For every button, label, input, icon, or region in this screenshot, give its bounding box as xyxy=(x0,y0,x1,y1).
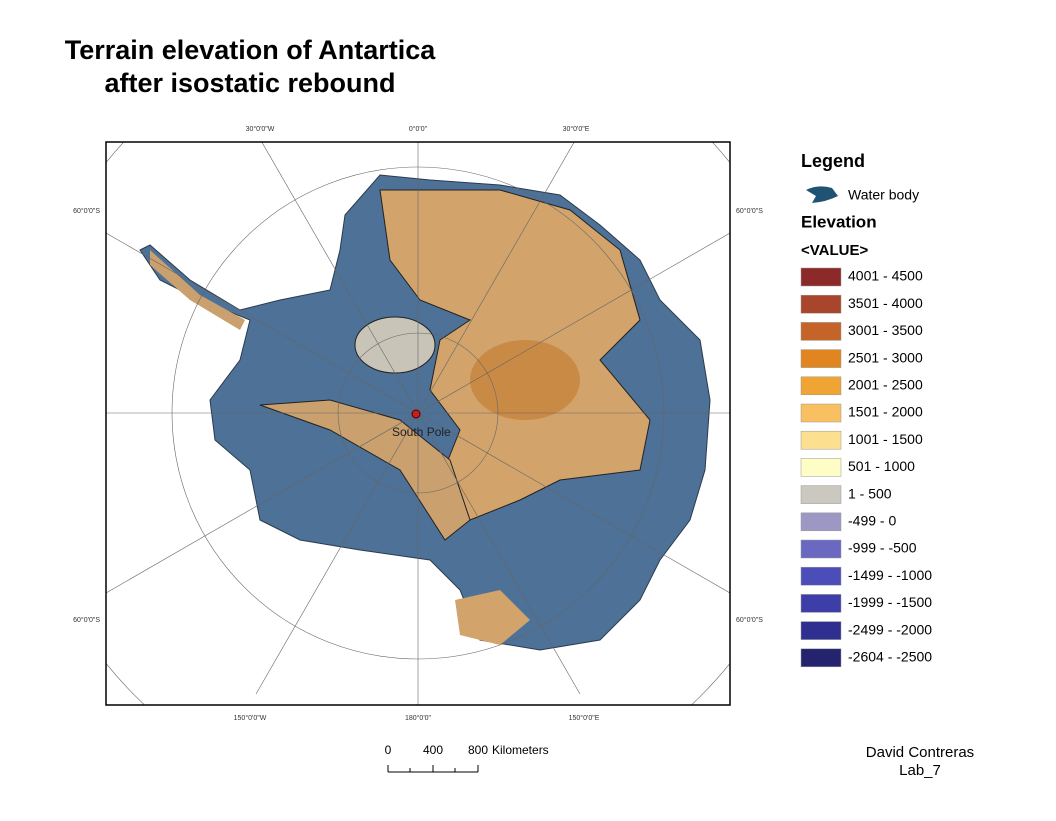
legend-swatch xyxy=(800,512,842,532)
scale-bar xyxy=(387,765,479,773)
graticule-label: 180°0'0" xyxy=(405,714,432,722)
graticule-label: 60°0'0"S xyxy=(736,207,763,215)
scale-label: 800 xyxy=(468,743,488,757)
graticule-label: 30°0'0"E xyxy=(563,125,590,133)
legend-swatch xyxy=(800,648,842,668)
map-body: South Pole xyxy=(106,142,730,705)
water-swatch xyxy=(806,186,838,203)
map-frame xyxy=(105,141,731,706)
legend-label: 1 - 500 xyxy=(848,485,892,501)
legend-label: Water body xyxy=(848,187,919,203)
legend-swatch xyxy=(800,621,842,640)
graticule-label: 30°0'0"W xyxy=(246,125,275,133)
legend-label: -2604 - -2500 xyxy=(848,649,932,665)
transantarctic-ridge xyxy=(259,399,471,541)
title-line: Terrain elevation of Antartica xyxy=(65,35,437,65)
graticule-label: 150°0'0"E xyxy=(569,714,600,722)
dome-highland xyxy=(470,340,580,420)
legend-label: 4001 - 4500 xyxy=(848,268,923,284)
legend-label: 3001 - 3500 xyxy=(848,322,923,338)
legend-label: 3501 - 4000 xyxy=(848,295,923,311)
legend-subtitle: Elevation xyxy=(801,212,877,231)
legend-swatch xyxy=(800,267,842,287)
scale-label: 400 xyxy=(423,743,443,757)
basin xyxy=(354,316,436,374)
lab-label: Lab_7 xyxy=(899,762,941,779)
graticule-label: 150°0'0"W xyxy=(234,714,267,722)
legend-rows: 4001 - 4500 3501 - 4000 3001 - 3500 2501 - … xyxy=(800,267,932,668)
legend-swatch xyxy=(800,566,842,586)
legend-swatch xyxy=(800,430,842,450)
scale-label: 0 xyxy=(385,743,392,757)
legend-field: <VALUE> xyxy=(801,242,868,259)
legend-label: -2499 - -2000 xyxy=(848,621,932,637)
pole-label: South Pole xyxy=(392,425,451,439)
legend-label: -1499 - -1000 xyxy=(848,567,932,583)
legend-swatch xyxy=(800,376,842,396)
graticule-label: 60°0'0"S xyxy=(73,616,100,624)
graticule-label: 60°0'0"S xyxy=(73,207,100,215)
legend-swatch xyxy=(800,403,842,423)
legend-swatch xyxy=(800,294,842,314)
title-line: after isostatic rebound xyxy=(104,68,395,98)
legend-swatch xyxy=(800,485,842,504)
legend-label: -1999 - -1500 xyxy=(848,594,932,610)
legend-swatch xyxy=(800,322,842,341)
legend-label: 1001 - 1500 xyxy=(848,431,923,447)
legend-label: -999 - -500 xyxy=(848,540,917,556)
legend-label: 1501 - 2000 xyxy=(848,404,923,420)
pole-marker xyxy=(411,409,421,419)
legend-swatch xyxy=(800,594,842,613)
coastal-highland xyxy=(455,590,530,645)
scale-unit: Kilometers xyxy=(492,743,549,757)
peninsula-highland xyxy=(150,250,245,330)
graticule-label: 60°0'0"S xyxy=(736,616,763,624)
legend-label: 2001 - 2500 xyxy=(848,377,923,393)
legend-label: 2501 - 3000 xyxy=(848,349,923,365)
legend-swatch xyxy=(800,458,842,477)
author: David Contreras xyxy=(866,744,974,761)
legend-swatch xyxy=(800,349,842,368)
legend-swatch xyxy=(800,539,842,559)
legend-label: 501 - 1000 xyxy=(848,458,915,474)
legend-title: Legend xyxy=(801,151,865,171)
legend-label: -499 - 0 xyxy=(848,513,896,529)
graticule-label: 0°0'0" xyxy=(409,125,428,133)
